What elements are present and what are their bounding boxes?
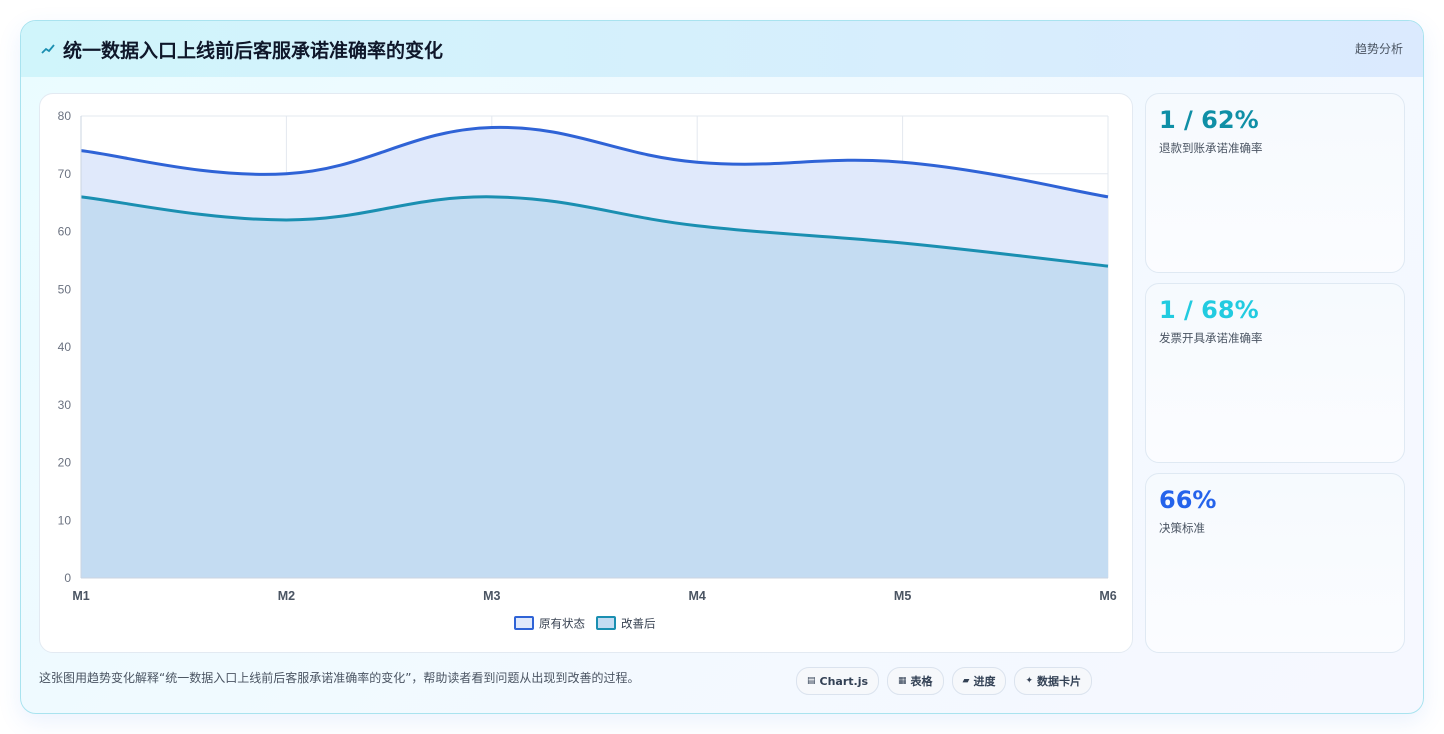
chip-table[interactable]: ▦ 表格 — [887, 667, 944, 695]
legend-swatch-1 — [596, 616, 616, 630]
tool-chips: ▤ Chart.js ▦ 表格 ▰ 进度 ✦ 数据卡片 — [796, 667, 1093, 695]
y-tick-label: 70 — [58, 167, 72, 181]
trend-icon — [41, 44, 55, 54]
chart-caption: 这张图用趋势变化解释“统一数据入口上线前后客服承诺准确率的变化”，帮助读者看到问… — [39, 671, 640, 685]
legend-swatch-0 — [514, 616, 534, 630]
series-line-1 — [80, 195, 1109, 268]
stat-value: 66% — [1159, 486, 1217, 514]
table-icon: ▦ — [898, 676, 907, 686]
y-tick-label: 30 — [58, 398, 72, 412]
y-tick-label: 10 — [58, 513, 72, 527]
analysis-tag: 趋势分析 — [1354, 42, 1403, 56]
legend-label-1: 改善后 — [621, 617, 656, 631]
chart-title: 统一数据入口上线前后客服承诺准确率的变化 — [63, 39, 444, 62]
series-area-1 — [81, 196, 1108, 578]
area-chart: 0 10 20 30 40 50 60 70 80 M1 M2 M3 M4 M5 M6 原有状态 改善后 — [58, 109, 1117, 631]
x-tick-label: M6 — [1099, 589, 1116, 603]
y-tick-label: 50 — [58, 282, 72, 296]
chip-label: Chart.js — [819, 674, 869, 688]
stat-value: 1 / 62% — [1159, 106, 1259, 134]
y-tick-label: 80 — [58, 109, 72, 123]
stat-value: 1 / 68% — [1159, 296, 1259, 324]
chip-label: 进度 — [973, 675, 996, 688]
series-line-0 — [80, 126, 1109, 199]
chart-icon: ▤ — [807, 676, 816, 686]
stat-label: 退款到账承诺准确率 — [1159, 141, 1263, 155]
progress-icon: ▰ — [962, 676, 970, 686]
chart-card: 统一数据入口上线前后客服承诺准确率的变化 趋势分析 0 10 20 30 40 50 60 7… — [20, 20, 1424, 714]
y-tick-label: 40 — [58, 340, 72, 354]
x-tick-label: M3 — [483, 589, 500, 603]
stat-card-refund: 1 / 62% 退款到账承诺准确率 — [1145, 93, 1405, 273]
chip-label: 表格 — [910, 675, 933, 688]
y-tick-label: 60 — [58, 225, 72, 239]
chip-label: 数据卡片 — [1037, 675, 1082, 688]
stat-label: 发票开具承诺准确率 — [1159, 331, 1263, 345]
x-tick-label: M2 — [278, 589, 295, 603]
y-tick-label: 20 — [58, 456, 72, 470]
chart-panel: 0 10 20 30 40 50 60 70 80 M1 M2 M3 M4 M5 M6 原有状态 改善后 — [39, 93, 1133, 653]
legend-label-0: 原有状态 — [539, 617, 585, 631]
stat-card-decision: 66% 决策标准 — [1145, 473, 1405, 653]
x-tick-label: M4 — [689, 589, 706, 603]
chip-datacard[interactable]: ✦ 数据卡片 — [1014, 667, 1093, 695]
card-header: 统一数据入口上线前后客服承诺准确率的变化 趋势分析 — [21, 21, 1423, 77]
chip-progress[interactable]: ▰ 进度 — [951, 667, 1007, 695]
stat-card-invoice: 1 / 68% 发票开具承诺准确率 — [1145, 283, 1405, 463]
stat-label: 决策标准 — [1159, 521, 1205, 535]
x-tick-label: M5 — [894, 589, 911, 603]
sparkle-icon: ✦ — [1025, 676, 1034, 686]
y-tick-label: 0 — [64, 571, 71, 585]
x-tick-label: M1 — [72, 589, 89, 603]
chip-chartjs[interactable]: ▤ Chart.js — [796, 667, 880, 695]
